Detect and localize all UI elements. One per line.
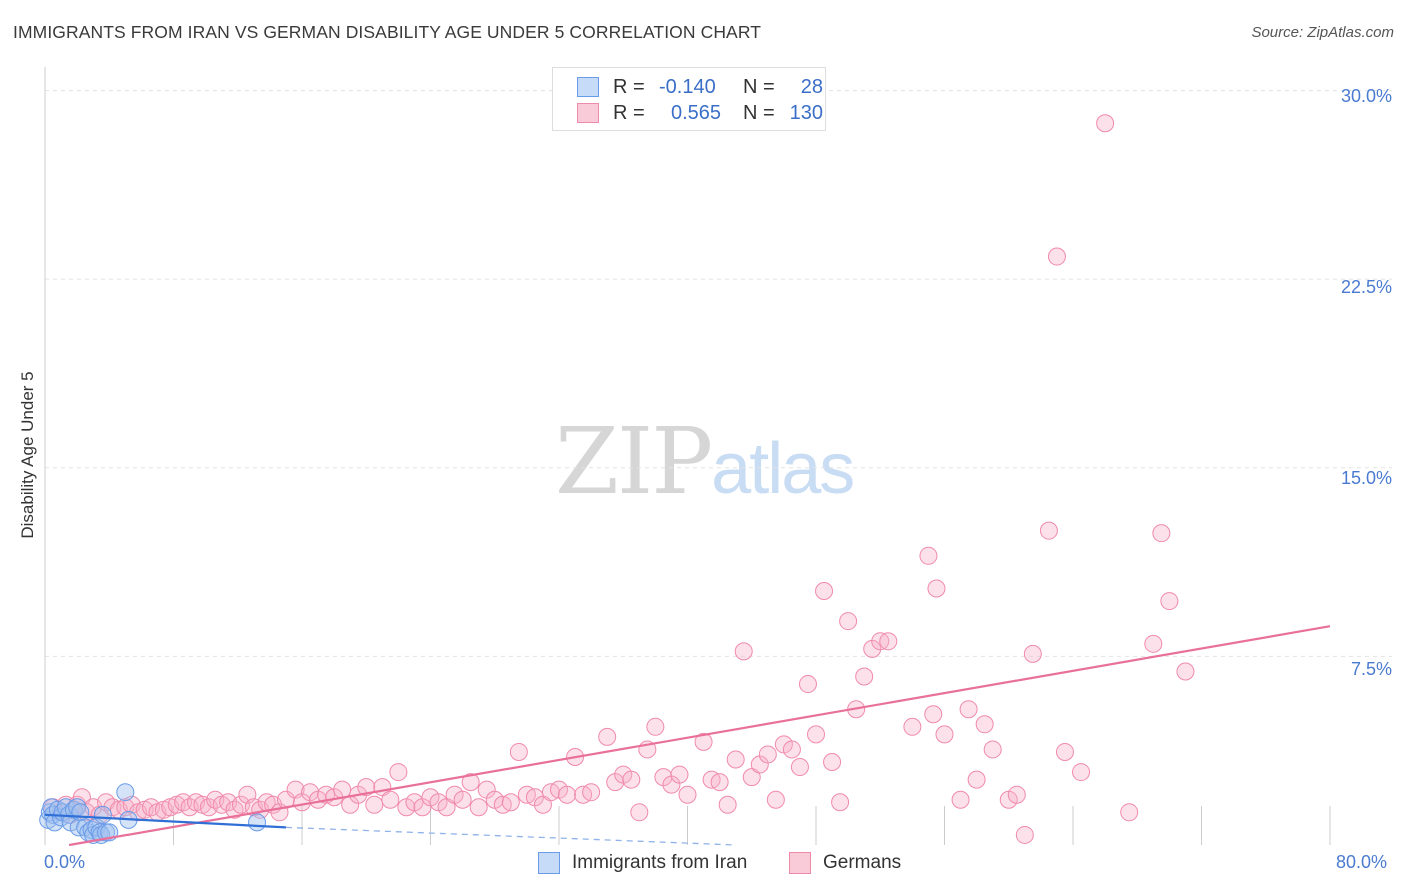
german-data-point <box>951 790 970 809</box>
german-data-point <box>1015 825 1034 844</box>
german-data-point <box>823 753 842 772</box>
bottom-legend-germans[interactable]: Germans <box>789 852 901 874</box>
german-data-point <box>365 795 384 814</box>
german-data-point <box>855 667 874 686</box>
x-tick-label-min: 0.0% <box>44 852 86 872</box>
german-data-point <box>710 773 729 792</box>
germans-swatch-icon <box>577 103 599 123</box>
german-data-point <box>582 783 601 802</box>
legend-n-label: N = <box>743 101 775 124</box>
y-tick-label-30: 30.0% <box>1340 86 1392 106</box>
german-data-point <box>558 785 577 804</box>
watermark: ZIPatlas <box>555 408 855 515</box>
german-data-point <box>646 717 665 736</box>
german-data-point <box>1176 662 1195 681</box>
german-data-point <box>798 675 817 694</box>
german-data-point <box>879 632 898 651</box>
bottom-legend-iran[interactable]: Immigrants from Iran <box>538 852 747 874</box>
german-data-point <box>1096 114 1115 133</box>
german-data-point <box>622 770 641 789</box>
german-data-point <box>967 770 986 789</box>
german-data-point <box>975 715 994 734</box>
iran-data-point <box>93 805 112 824</box>
source-label: Source: ZipAtlas.com <box>1251 24 1394 41</box>
german-data-point <box>734 642 753 661</box>
german-data-point <box>839 612 858 631</box>
germans-swatch-icon <box>789 852 811 874</box>
iran-trend-line <box>44 813 286 829</box>
german-data-point <box>453 790 472 809</box>
german-data-point <box>1047 247 1066 266</box>
german-data-point <box>935 725 954 744</box>
german-data-point <box>742 768 761 787</box>
german-data-point <box>815 582 834 601</box>
german-data-point <box>509 742 528 761</box>
legend-r-label: R = <box>613 75 645 98</box>
german-data-point <box>389 763 408 782</box>
german-data-point <box>1039 521 1058 540</box>
iran-data-point <box>71 803 90 822</box>
bottom-legend-iran-label: Immigrants from Iran <box>572 852 748 873</box>
german-data-point <box>1007 785 1026 804</box>
germans-trend-line <box>68 625 1331 847</box>
german-data-point <box>903 717 922 736</box>
german-data-point <box>758 745 777 764</box>
german-data-point <box>1144 634 1163 653</box>
german-data-point <box>1120 803 1139 822</box>
german-data-point <box>927 579 946 598</box>
german-data-point <box>718 795 737 814</box>
legend-r-value-germans: 0.565 <box>671 101 722 124</box>
bottom-legend: Immigrants from Iran Germans <box>0 852 1406 878</box>
iran-data-point <box>248 813 267 832</box>
german-data-point <box>983 740 1002 759</box>
iran-trend-line-extension <box>285 826 736 846</box>
german-data-point <box>1160 592 1179 611</box>
german-data-point <box>694 732 713 751</box>
legend-n-label: N = <box>743 75 775 98</box>
iran-swatch-icon <box>577 77 599 97</box>
german-data-point <box>630 803 649 822</box>
german-data-point <box>533 795 552 814</box>
german-data-point <box>726 750 745 769</box>
legend-r-value-iran: -0.140 <box>659 75 716 98</box>
x-tick-label-max: 80.0% <box>1336 852 1388 872</box>
german-data-point <box>598 727 617 746</box>
german-data-point <box>790 758 809 777</box>
legend-r-label: R = <box>613 101 645 124</box>
german-data-point <box>924 705 943 724</box>
german-data-point <box>1152 524 1171 543</box>
german-data-point <box>678 785 697 804</box>
y-tick-label-15: 15.0% <box>1340 468 1392 488</box>
legend-n-value-germans: 130 <box>789 101 823 124</box>
german-data-point <box>782 740 801 759</box>
iran-data-point <box>116 783 135 802</box>
y-tick-label-22-5: 22.5% <box>1340 277 1392 297</box>
german-data-point <box>919 546 938 565</box>
german-data-point <box>381 790 400 809</box>
german-data-point <box>357 778 376 797</box>
german-data-point <box>1055 742 1074 761</box>
german-data-point <box>831 793 850 812</box>
legend-row-germans: R = 0.565 N = 130 <box>577 101 823 125</box>
german-data-point <box>461 773 480 792</box>
german-data-point <box>670 765 689 784</box>
german-data-point <box>959 700 978 719</box>
chart-title: IMMIGRANTS FROM IRAN VS GERMAN DISABILIT… <box>13 22 762 42</box>
legend-row-iran: R = -0.140 N = 28 <box>577 75 823 99</box>
german-data-point <box>807 725 825 744</box>
iran-swatch-icon <box>538 852 560 874</box>
german-data-point <box>501 793 520 812</box>
correlation-legend: R = -0.140 N = 28 R = 0.565 N = 130 <box>552 67 826 131</box>
german-data-point <box>1072 763 1091 782</box>
german-data-point <box>437 798 456 817</box>
german-data-point <box>1023 644 1042 663</box>
watermark-zip: ZIP <box>555 408 713 515</box>
bottom-legend-germans-label: Germans <box>823 852 902 873</box>
watermark-atlas: atlas <box>711 429 855 509</box>
german-data-point <box>766 790 785 809</box>
legend-n-value-iran: 28 <box>800 75 823 98</box>
german-data-point <box>469 798 488 817</box>
y-tick-label-7-5: 7.5% <box>1350 659 1392 679</box>
